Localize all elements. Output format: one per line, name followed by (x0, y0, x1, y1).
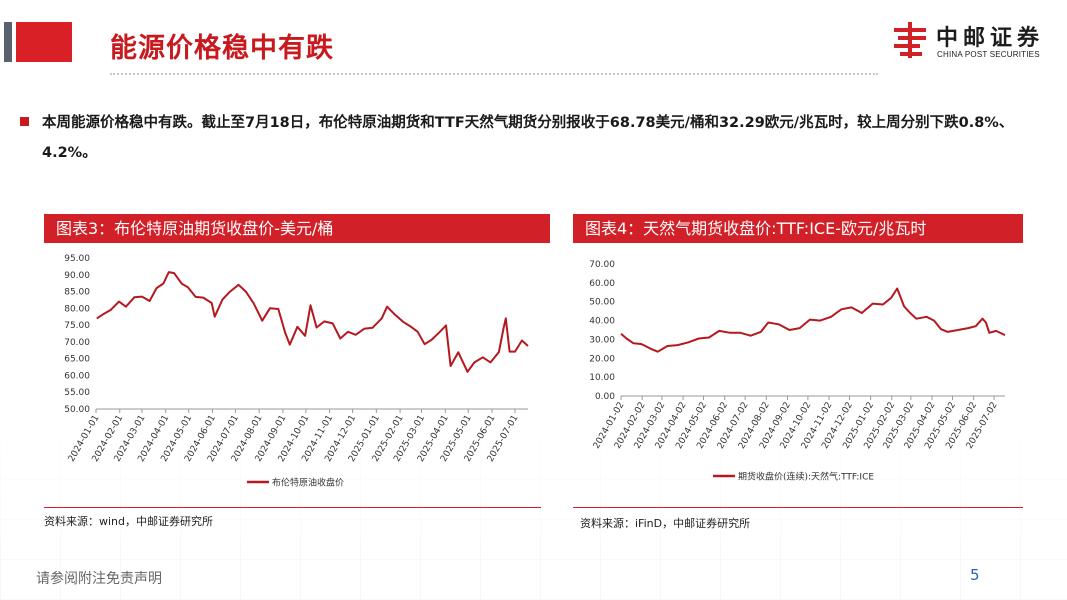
chart3-y-tick-label: 75.00 (64, 321, 90, 331)
chart3-source: 资料来源：wind，中邮证券研究所 (44, 515, 214, 528)
chart4-source: 资料来源：iFinD，中邮证券研究所 (580, 517, 751, 530)
chart4-y-tick-label: 70.00 (589, 260, 615, 270)
bullet-marker (20, 117, 29, 126)
chart3-bottom-rule (44, 507, 541, 508)
chart4-y-tick-label: 30.00 (589, 335, 615, 345)
ttf-gas-chart: 0.0010.0020.0030.0040.0050.0060.0070.002… (589, 260, 1006, 483)
china-post-logo-icon (894, 22, 926, 58)
chart4-series-line (620, 287, 1006, 353)
title-accent-gray (4, 22, 12, 62)
chart4-bottom-rule (573, 507, 1023, 508)
chart4-y-tick-label: 50.00 (589, 298, 615, 308)
page-title: 能源价格稳中有跌 (110, 33, 334, 64)
chart3-series-line (96, 271, 529, 373)
chart3-y-tick-label: 95.00 (64, 254, 90, 264)
chart3-y-tick-label: 85.00 (64, 288, 90, 298)
title-accent-red (16, 22, 72, 62)
chart4-y-tick-label: 10.00 (589, 373, 615, 383)
chart3-legend-label: 布伦特原油收盘价 (272, 477, 344, 489)
chart4-y-tick-label: 0.00 (595, 392, 615, 402)
chart3-y-tick-label: 65.00 (64, 355, 90, 365)
chart4-y-tick-label: 20.00 (589, 354, 615, 364)
chart3-y-tick-label: 55.00 (64, 388, 90, 398)
page-number: 5 (970, 566, 980, 584)
chart3-y-tick-label: 90.00 (64, 271, 90, 281)
brent-crude-chart: 50.00 55.00 60.00 65.00 70.00 75.00 80.00 85.00… (64, 254, 529, 489)
chart3-y-tick-label: 70.00 (64, 338, 90, 348)
chart4-y-tick-label: 40.00 (589, 317, 615, 327)
company-logo: 中邮证券 CHINA POST SECURITIES (890, 18, 1060, 66)
background-decoration (0, 440, 1067, 600)
chart4-y-tick-label: 60.00 (589, 279, 615, 289)
chart3-header: 图表3：布伦特原油期货收盘价-美元/桶 (44, 214, 550, 243)
chart3-y-tick-label: 50.00 (64, 405, 90, 415)
chart3-y-tick-label: 60.00 (64, 371, 90, 381)
chart3-y-tick-label: 80.00 (64, 304, 90, 314)
chart4-legend-label: 期货收盘价(连续):天然气:TTF:ICE (738, 471, 874, 483)
logo-text-cn: 中邮证券 (936, 26, 1045, 51)
logo-text-en: CHINA POST SECURITIES (937, 50, 1040, 59)
chart4-header: 图表4：天然气期货收盘价:TTF:ICE-欧元/兆瓦时 (573, 214, 1023, 243)
summary-paragraph: 本周能源价格稳中有跌。截止至7月18日，布伦特原油期货和TTF天然气期货分别报收… (42, 115, 1014, 161)
disclaimer-note: 请参阅附注免责声明 (36, 571, 162, 587)
title-divider (110, 73, 878, 75)
